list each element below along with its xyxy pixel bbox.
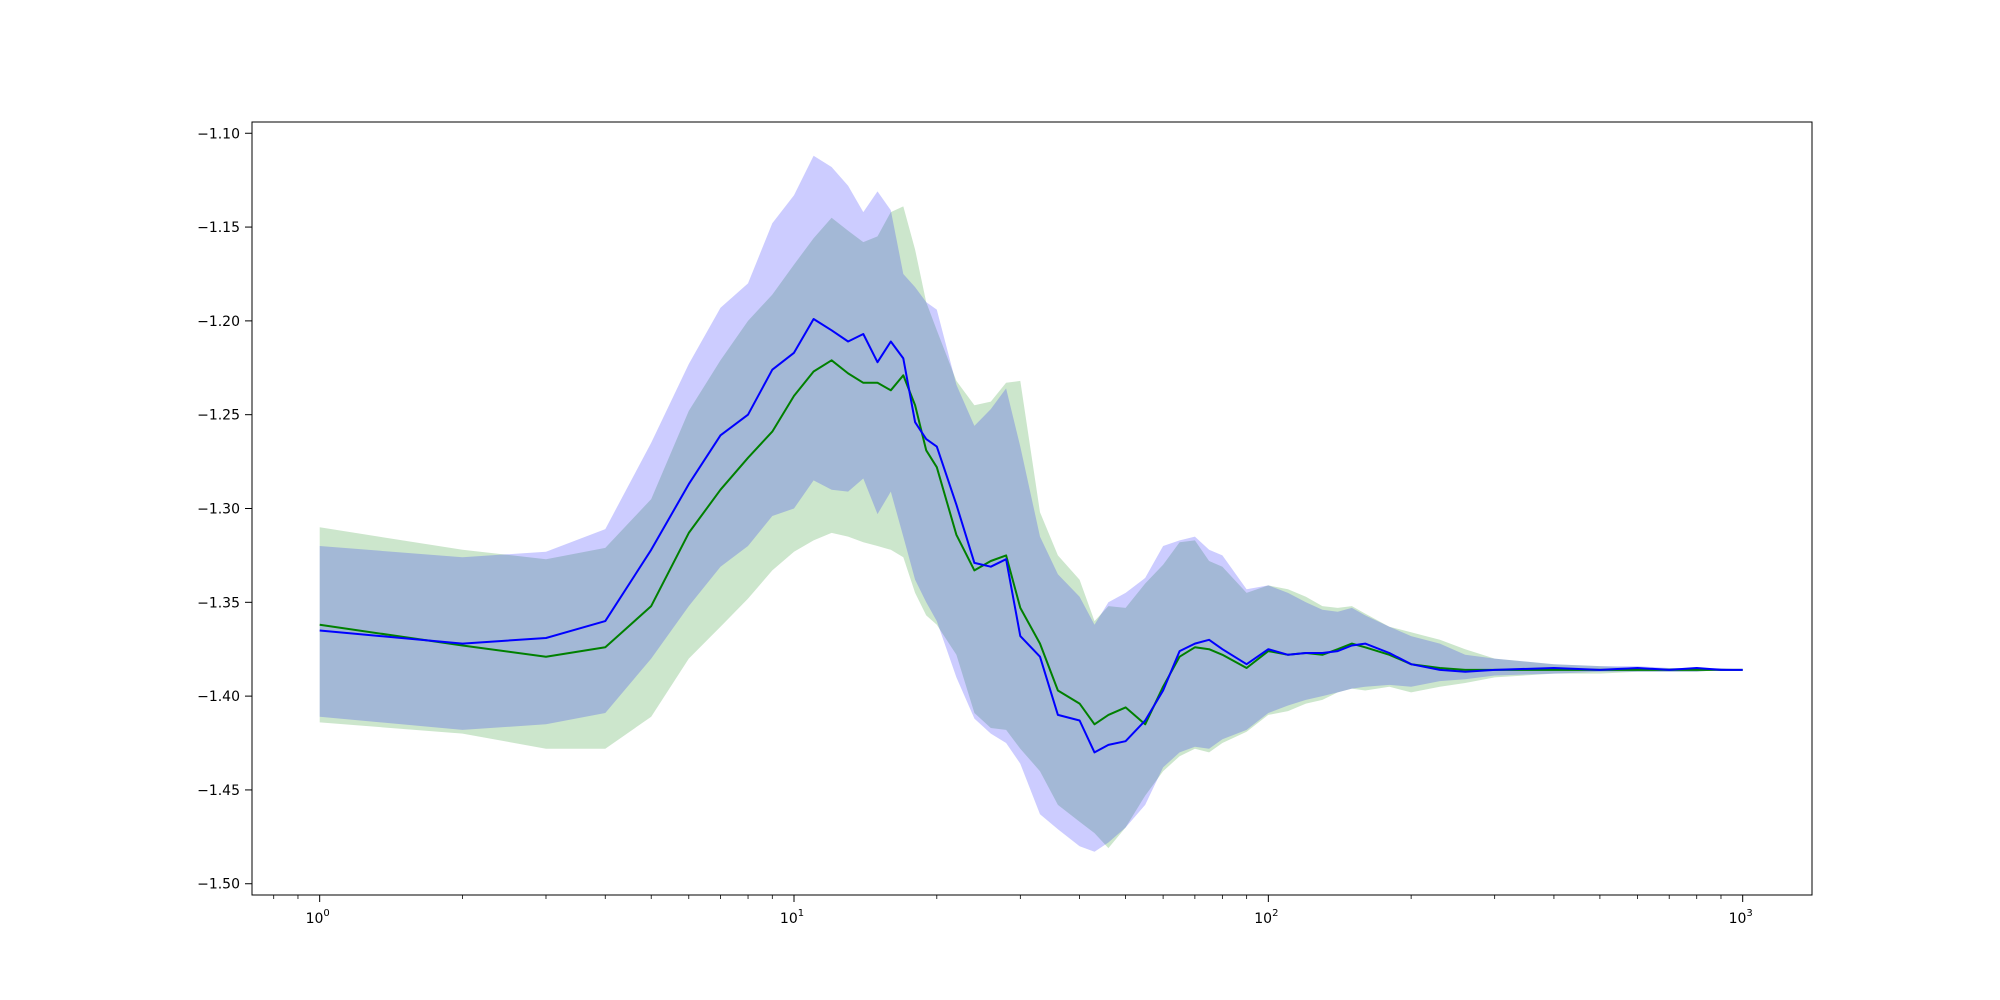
y-tick-label: −1.30: [197, 502, 240, 518]
y-tick-label: −1.20: [197, 314, 240, 330]
x-tick-label: 102: [1254, 908, 1278, 927]
plot-inner: [319, 155, 1743, 852]
y-tick-label: −1.35: [197, 595, 240, 611]
series-2-line: [319, 318, 1743, 754]
x-tick-label-exponent: 2: [1272, 908, 1278, 919]
x-tick-label-exponent: 0: [323, 908, 329, 919]
plot-area: [319, 155, 1743, 852]
x-tick-label: 100: [306, 908, 330, 927]
x-tick-label-exponent: 1: [798, 908, 804, 919]
series-1-line: [319, 359, 1743, 726]
y-tick-label: −1.10: [197, 126, 240, 142]
y-tick-label: −1.25: [197, 408, 240, 424]
y-tick-label: −1.15: [197, 220, 240, 236]
y-tick-label: −1.50: [197, 877, 240, 893]
x-tick-label-base: 10: [1729, 911, 1747, 927]
series-2-confidence-band: [319, 155, 1743, 852]
x-tick-label-base: 10: [1254, 911, 1272, 927]
x-tick-label: 101: [780, 908, 804, 927]
x-tick-label: 103: [1729, 908, 1753, 927]
x-tick-label-exponent: 3: [1746, 908, 1752, 919]
x-tick-label-base: 10: [306, 911, 324, 927]
y-tick-label: −1.45: [197, 783, 240, 799]
x-tick-label-base: 10: [780, 911, 798, 927]
y-tick-label: −1.40: [197, 689, 240, 705]
axes: 100 101 102 103−1.10−1.15−1.20−1.25−1.30−1.…: [197, 121, 1813, 927]
series-1-confidence-band: [319, 206, 1743, 849]
